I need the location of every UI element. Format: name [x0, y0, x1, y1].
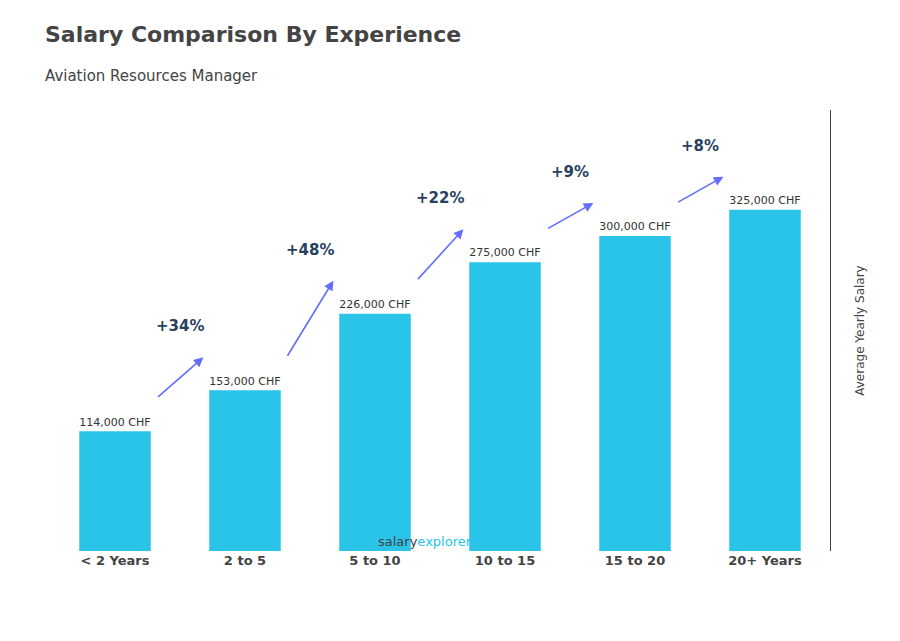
svg-text:+34%: +34% [156, 317, 204, 335]
svg-text:Average Yearly Salary: Average Yearly Salary [853, 265, 867, 395]
svg-text:Salary Comparison By Experienc: Salary Comparison By Experience [45, 22, 461, 47]
svg-text:2 to 5: 2 to 5 [224, 553, 266, 568]
svg-text:300,000 CHF: 300,000 CHF [599, 220, 670, 233]
svg-text:+48%: +48% [286, 241, 334, 259]
svg-text:+8%: +8% [681, 137, 719, 155]
svg-text:< 2 Years: < 2 Years [81, 553, 150, 568]
svg-text:114,000 CHF: 114,000 CHF [79, 416, 150, 429]
svg-text:15 to 20: 15 to 20 [605, 553, 665, 568]
svg-text:153,000 CHF: 153,000 CHF [209, 375, 280, 388]
svg-text:salaryexplorer.com: salaryexplorer.com [378, 534, 502, 549]
svg-text:10 to 15: 10 to 15 [475, 553, 535, 568]
svg-text:+22%: +22% [416, 189, 464, 207]
svg-text:+9%: +9% [551, 163, 589, 181]
svg-text:325,000 CHF: 325,000 CHF [729, 194, 800, 207]
svg-text:5 to 10: 5 to 10 [349, 553, 400, 568]
svg-text:20+ Years: 20+ Years [728, 553, 802, 568]
svg-text:Aviation Resources Manager: Aviation Resources Manager [45, 67, 258, 85]
svg-text:226,000 CHF: 226,000 CHF [339, 298, 410, 311]
svg-text:275,000 CHF: 275,000 CHF [469, 246, 540, 259]
